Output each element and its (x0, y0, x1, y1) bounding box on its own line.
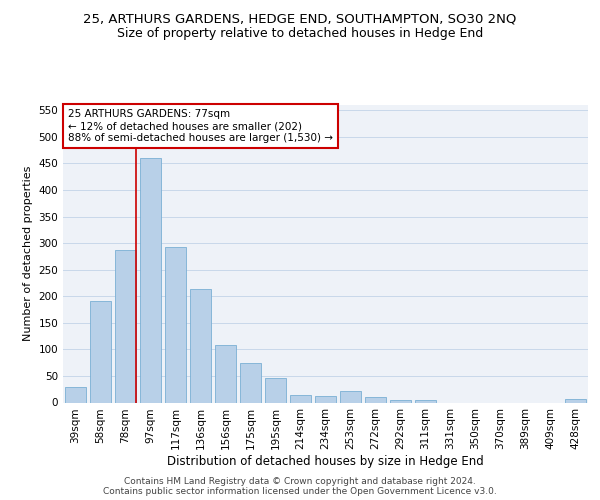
Bar (315, 396, 336, 402)
Bar (65, 386, 86, 402)
Bar (265, 378, 286, 402)
Bar (390, 400, 411, 402)
Bar (340, 391, 361, 402)
Bar (415, 400, 436, 402)
Bar (565, 400, 586, 402)
X-axis label: Distribution of detached houses by size in Hedge End: Distribution of detached houses by size … (167, 455, 484, 468)
Y-axis label: Number of detached properties: Number of detached properties (23, 166, 33, 342)
Bar (115, 250, 136, 402)
Bar (140, 158, 161, 402)
Text: Size of property relative to detached houses in Hedge End: Size of property relative to detached ho… (117, 28, 483, 40)
Bar (165, 248, 186, 402)
Text: Contains HM Land Registry data © Crown copyright and database right 2024.
Contai: Contains HM Land Registry data © Crown c… (103, 476, 497, 496)
Bar (215, 344, 236, 403)
Bar (240, 362, 261, 403)
Bar (90, 300, 111, 402)
Bar (365, 397, 386, 402)
Bar (190, 290, 211, 403)
Bar (290, 395, 311, 402)
Text: 25 ARTHURS GARDENS: 77sqm
← 12% of detached houses are smaller (202)
88% of semi: 25 ARTHURS GARDENS: 77sqm ← 12% of detac… (68, 110, 333, 142)
Text: 25, ARTHURS GARDENS, HEDGE END, SOUTHAMPTON, SO30 2NQ: 25, ARTHURS GARDENS, HEDGE END, SOUTHAMP… (83, 12, 517, 26)
